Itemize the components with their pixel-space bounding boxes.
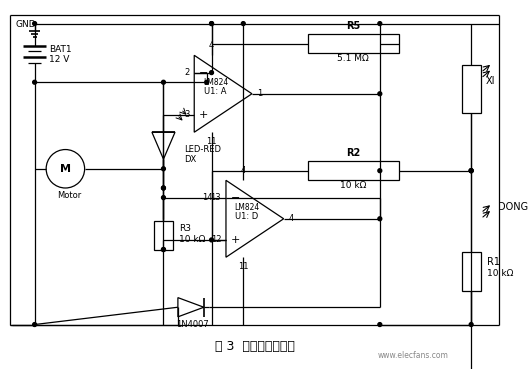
Bar	[461, 65, 481, 113]
Circle shape	[161, 248, 166, 252]
Text: 12 V: 12 V	[49, 55, 69, 64]
Text: M: M	[60, 164, 71, 174]
Text: 12: 12	[211, 235, 221, 244]
Text: GND: GND	[15, 20, 36, 29]
Circle shape	[469, 323, 473, 326]
Circle shape	[378, 323, 382, 326]
Circle shape	[33, 323, 37, 326]
Circle shape	[378, 217, 382, 221]
Circle shape	[469, 169, 473, 173]
Text: www.elecfans.com: www.elecfans.com	[378, 351, 449, 360]
Text: 5.1 MΩ: 5.1 MΩ	[338, 54, 369, 63]
Text: +: +	[231, 235, 240, 245]
Text: 13: 13	[211, 193, 221, 202]
Circle shape	[161, 80, 166, 84]
Circle shape	[161, 186, 166, 190]
Text: 1N4007: 1N4007	[176, 320, 208, 329]
Text: LM824: LM824	[234, 203, 260, 212]
Text: 4: 4	[241, 166, 246, 175]
Text: 2: 2	[184, 68, 189, 77]
Circle shape	[378, 92, 382, 96]
Bar	[461, 252, 481, 291]
Bar	[308, 161, 399, 180]
Text: U1: A: U1: A	[204, 87, 226, 96]
Circle shape	[209, 22, 214, 26]
Circle shape	[378, 169, 382, 173]
Text: −: −	[231, 193, 240, 203]
Circle shape	[209, 22, 214, 26]
Circle shape	[209, 71, 214, 74]
Text: +: +	[199, 110, 208, 120]
Circle shape	[161, 196, 166, 200]
Text: R5: R5	[346, 21, 360, 32]
Text: DX: DX	[185, 155, 197, 164]
Text: −: −	[199, 68, 208, 77]
Text: 1: 1	[257, 89, 262, 98]
Text: 3: 3	[184, 111, 189, 120]
Bar	[308, 34, 399, 53]
Text: Motor: Motor	[57, 191, 81, 200]
Circle shape	[161, 186, 166, 190]
Text: LED-RED: LED-RED	[185, 145, 222, 154]
Text: 11: 11	[206, 137, 217, 146]
Text: R1: R1	[487, 257, 499, 267]
Text: 14: 14	[202, 193, 213, 202]
Text: 11: 11	[238, 262, 249, 271]
Text: 图 3  方位角控制电路: 图 3 方位角控制电路	[215, 340, 295, 353]
Text: XI: XI	[486, 76, 495, 86]
Text: 10 kΩ: 10 kΩ	[487, 269, 513, 278]
Text: BAT1: BAT1	[49, 45, 71, 54]
Text: 4: 4	[288, 214, 294, 223]
Circle shape	[241, 22, 245, 26]
Text: LM824: LM824	[203, 78, 228, 87]
Circle shape	[205, 80, 208, 84]
Circle shape	[209, 238, 214, 242]
Text: 4: 4	[209, 41, 214, 50]
Text: 10 kΩ: 10 kΩ	[340, 180, 367, 190]
Text: R2: R2	[346, 149, 360, 158]
Circle shape	[161, 248, 166, 252]
Text: U1: D: U1: D	[235, 212, 259, 221]
Circle shape	[33, 80, 37, 84]
Circle shape	[469, 169, 473, 173]
Circle shape	[378, 22, 382, 26]
Text: 10 kΩ: 10 kΩ	[179, 235, 205, 244]
Circle shape	[469, 169, 473, 173]
Text: R3: R3	[179, 224, 191, 233]
Bar	[154, 221, 173, 250]
Circle shape	[161, 167, 166, 171]
Circle shape	[33, 22, 37, 26]
Text: DONG: DONG	[498, 202, 528, 212]
